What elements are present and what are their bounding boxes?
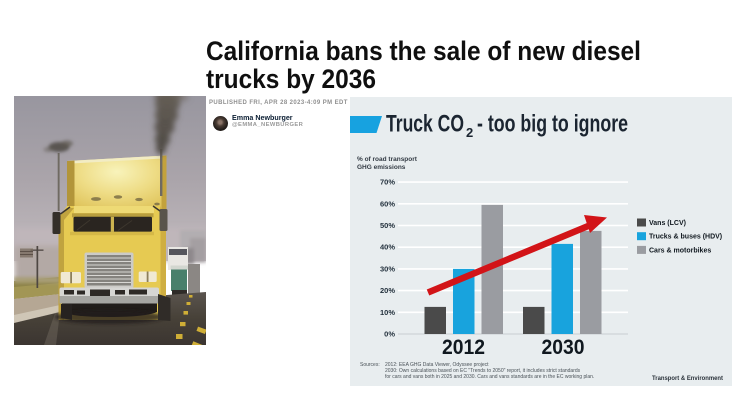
svg-text:Vans (LCV): Vans (LCV) <box>649 220 686 227</box>
svg-text:Sources:: Sources: <box>360 362 380 368</box>
svg-text:20%: 20% <box>380 286 395 295</box>
svg-text:2030: 2030 <box>542 336 585 359</box>
svg-text:2012: EEA GHG Data Viewer, Ody: 2012: EEA GHG Data Viewer, Odyssee proje… <box>385 362 489 368</box>
svg-text:70%: 70% <box>380 178 395 187</box>
svg-text:10%: 10% <box>380 308 395 317</box>
svg-text:% of road transport: % of road transport <box>357 156 418 163</box>
svg-text:for cars and vans both in 2025: for cars and vans both in 2025 and 2030.… <box>385 374 594 380</box>
svg-text:2012: 2012 <box>442 336 485 359</box>
svg-text:Trucks & buses (HDV): Trucks & buses (HDV) <box>649 234 722 241</box>
svg-text:2030: Own calculations based o: 2030: Own calculations based on EC "Tren… <box>385 368 581 374</box>
svg-text:60%: 60% <box>380 199 395 208</box>
svg-text:GHG emissions: GHG emissions <box>357 164 406 171</box>
svg-text:Truck CO: Truck CO <box>386 111 464 138</box>
svg-text:40%: 40% <box>380 243 395 252</box>
svg-text:Cars & motorbikes: Cars & motorbikes <box>649 247 711 254</box>
svg-text:2: 2 <box>466 125 473 140</box>
svg-text:- too big to ignore: - too big to ignore <box>477 111 628 138</box>
svg-text:Transport & Environment: Transport & Environment <box>652 375 724 382</box>
svg-text:0%: 0% <box>384 330 395 339</box>
svg-text:50%: 50% <box>380 221 395 230</box>
svg-text:30%: 30% <box>380 264 395 273</box>
